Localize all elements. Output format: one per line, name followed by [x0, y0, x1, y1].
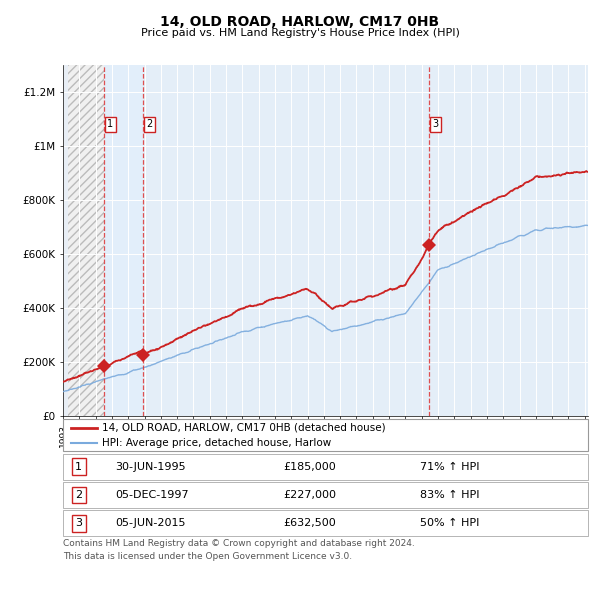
- Text: This data is licensed under the Open Government Licence v3.0.: This data is licensed under the Open Gov…: [63, 552, 352, 561]
- Text: 05-DEC-1997: 05-DEC-1997: [115, 490, 189, 500]
- Text: 30-JUN-1995: 30-JUN-1995: [115, 462, 186, 471]
- Text: Contains HM Land Registry data © Crown copyright and database right 2024.: Contains HM Land Registry data © Crown c…: [63, 539, 415, 548]
- FancyBboxPatch shape: [63, 482, 588, 508]
- Text: 14, OLD ROAD, HARLOW, CM17 0HB: 14, OLD ROAD, HARLOW, CM17 0HB: [160, 15, 440, 30]
- Text: 71% ↑ HPI: 71% ↑ HPI: [420, 462, 479, 471]
- Text: 83% ↑ HPI: 83% ↑ HPI: [420, 490, 479, 500]
- Text: HPI: Average price, detached house, Harlow: HPI: Average price, detached house, Harl…: [103, 438, 332, 448]
- FancyBboxPatch shape: [63, 454, 588, 480]
- Text: 3: 3: [432, 119, 438, 129]
- Text: 05-JUN-2015: 05-JUN-2015: [115, 519, 186, 528]
- Text: Price paid vs. HM Land Registry's House Price Index (HPI): Price paid vs. HM Land Registry's House …: [140, 28, 460, 38]
- FancyBboxPatch shape: [63, 419, 588, 451]
- Text: £185,000: £185,000: [284, 462, 336, 471]
- Text: 2: 2: [146, 119, 153, 129]
- Text: 2: 2: [75, 490, 82, 500]
- Text: 50% ↑ HPI: 50% ↑ HPI: [420, 519, 479, 528]
- Bar: [104, 65, 143, 416]
- FancyBboxPatch shape: [63, 510, 588, 536]
- Bar: [68, 65, 104, 416]
- Text: 14, OLD ROAD, HARLOW, CM17 0HB (detached house): 14, OLD ROAD, HARLOW, CM17 0HB (detached…: [103, 423, 386, 433]
- Text: 1: 1: [107, 119, 113, 129]
- Text: £632,500: £632,500: [284, 519, 336, 528]
- Text: £227,000: £227,000: [284, 490, 337, 500]
- Bar: [143, 65, 588, 416]
- Text: 1: 1: [75, 462, 82, 471]
- Text: 3: 3: [75, 519, 82, 528]
